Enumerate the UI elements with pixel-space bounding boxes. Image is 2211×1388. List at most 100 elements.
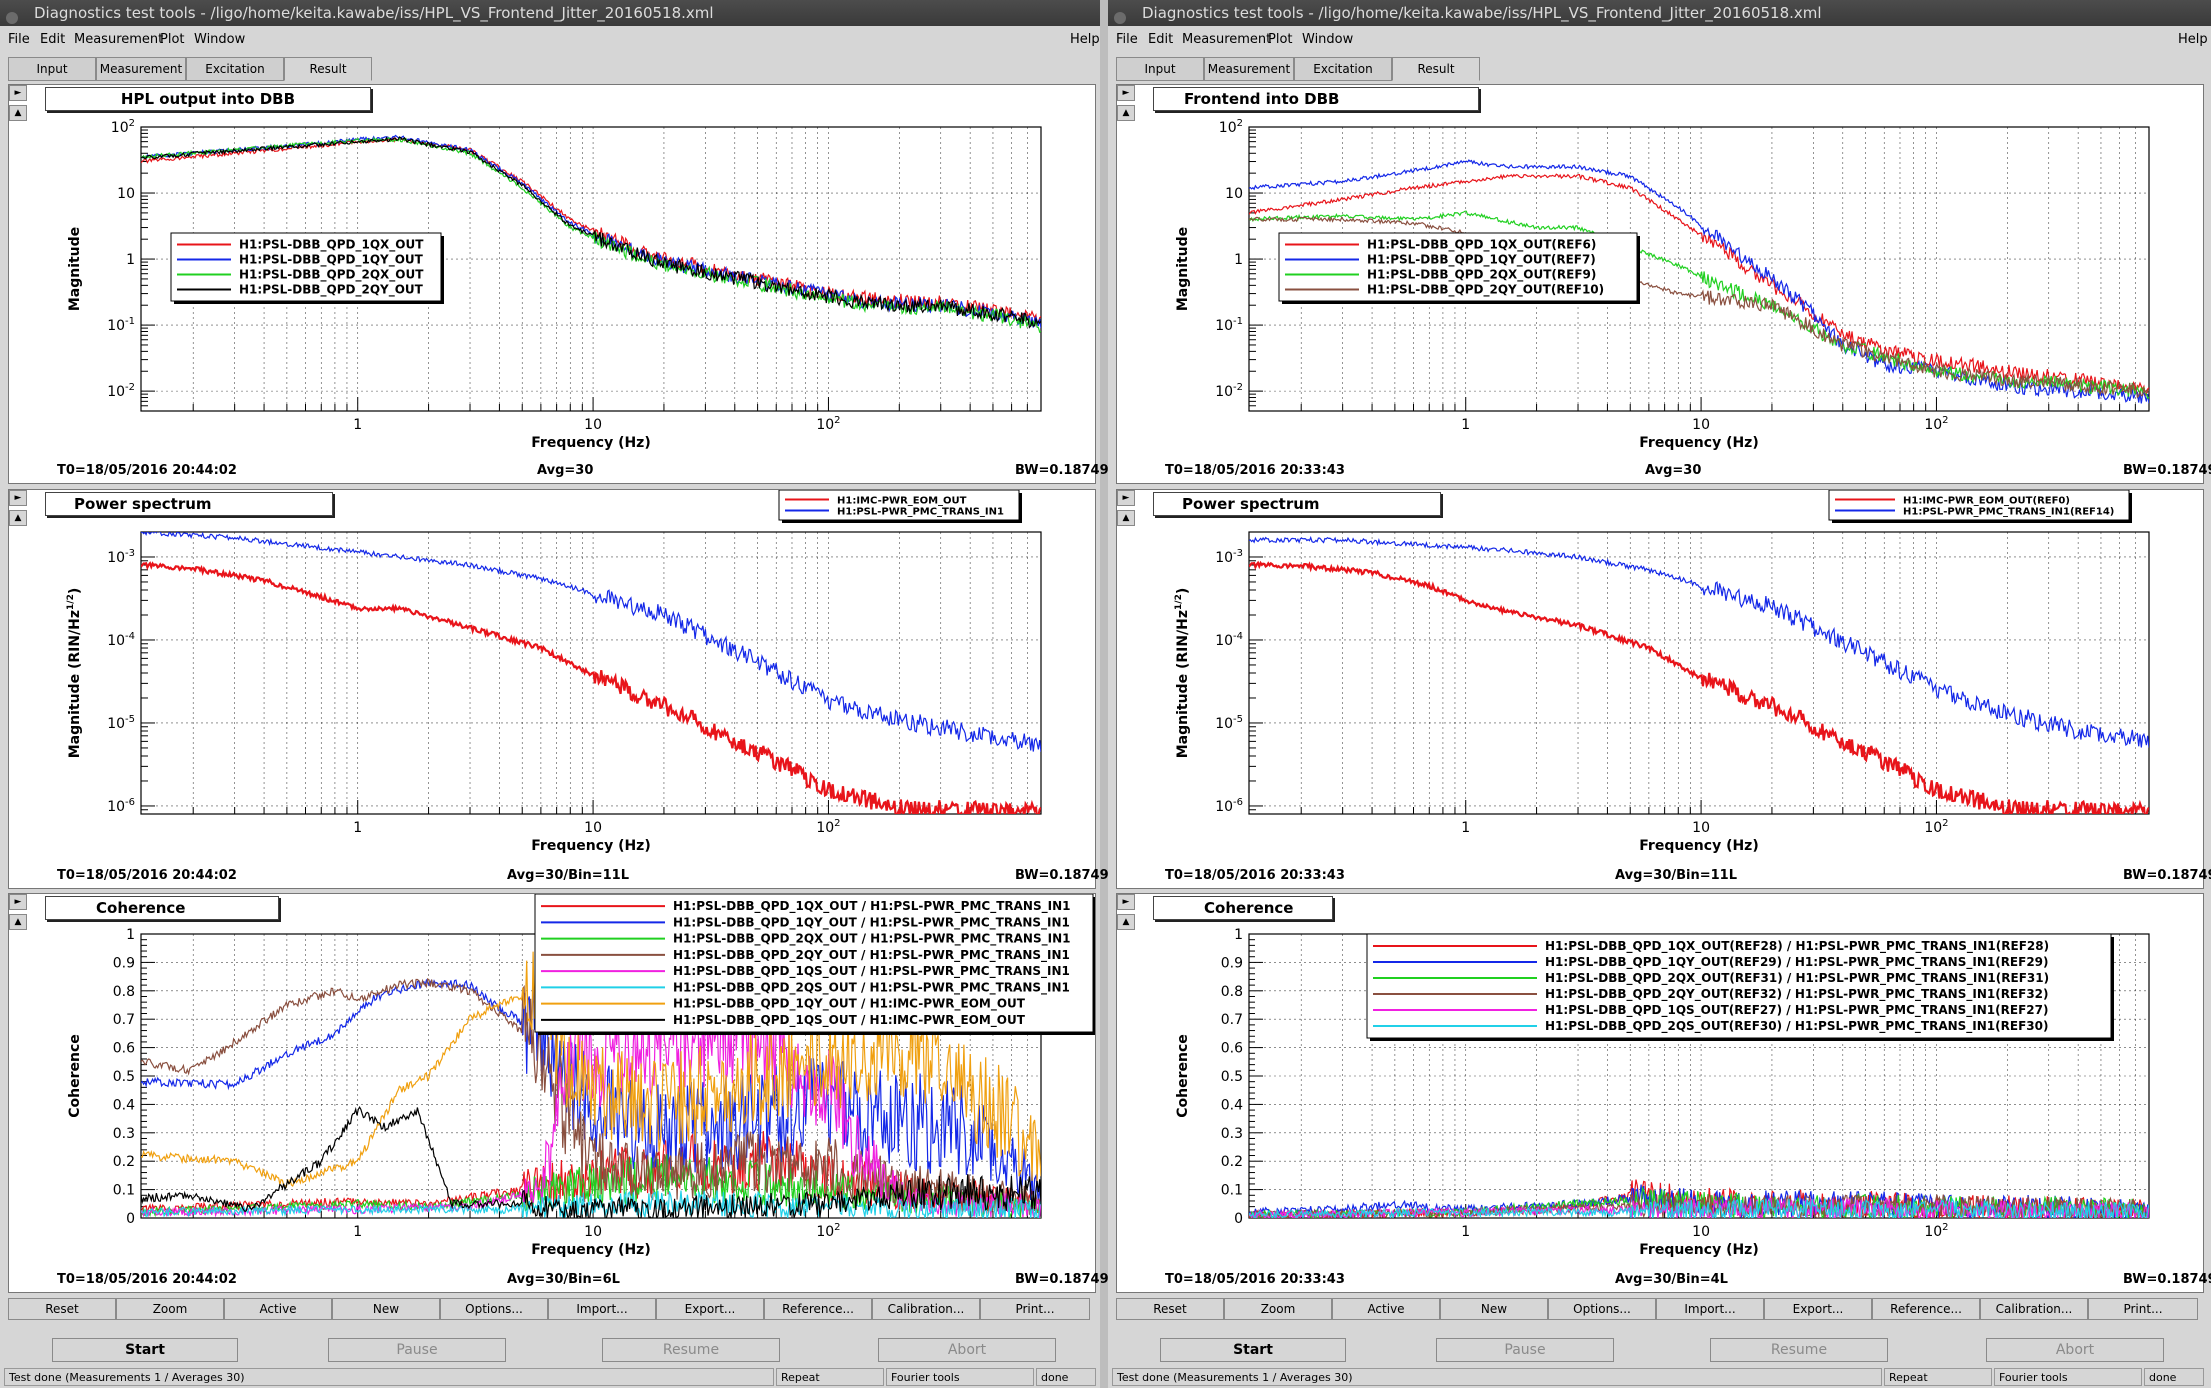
start-button[interactable]: Start	[52, 1338, 238, 1362]
menu-help[interactable]: Help	[1070, 32, 1100, 47]
new-button[interactable]: New	[1440, 1298, 1548, 1320]
pane-collapse-icon[interactable]: ▲	[1117, 105, 1135, 121]
menu-measurement[interactable]: Measurement	[74, 32, 164, 47]
tab-result[interactable]: Result	[284, 57, 372, 81]
plot-toolbar: Reset Zoom Active New Options... Import.…	[8, 1298, 1094, 1320]
menu-measurement[interactable]: Measurement	[1182, 32, 1272, 47]
menu-file[interactable]: File	[8, 32, 30, 47]
tab-measurement[interactable]: Measurement	[1204, 57, 1294, 81]
menu-plot[interactable]: Plot	[160, 32, 185, 47]
legend-box	[1366, 933, 2112, 1039]
export-button[interactable]: Export...	[656, 1298, 764, 1320]
tab-input[interactable]: Input	[1116, 57, 1204, 81]
t0-label: T0=18/05/2016 20:33:43	[1165, 868, 1345, 883]
abort-button[interactable]: Abort	[878, 1338, 1056, 1362]
tab-measurement[interactable]: Measurement	[96, 57, 186, 81]
pane-collapse-icon[interactable]: ▲	[1117, 510, 1135, 526]
avg-label: Avg=30/Bin=6L	[507, 1272, 620, 1287]
menu-window[interactable]: Window	[1302, 32, 1354, 47]
export-button[interactable]: Export...	[1764, 1298, 1872, 1320]
menu-window[interactable]: Window	[194, 32, 246, 47]
zoom-button[interactable]: Zoom	[116, 1298, 224, 1320]
zoom-button[interactable]: Zoom	[1224, 1298, 1332, 1320]
legend-box	[534, 894, 1094, 1033]
reset-button[interactable]: Reset	[8, 1298, 116, 1320]
resume-button[interactable]: Resume	[602, 1338, 780, 1362]
pause-button[interactable]: Pause	[328, 1338, 506, 1362]
pane-expand-icon[interactable]: ►	[1117, 894, 1135, 910]
series-line	[141, 532, 1041, 752]
pane-expand-icon[interactable]: ►	[9, 85, 27, 101]
pane-collapse-icon[interactable]: ▲	[9, 105, 27, 121]
series-line	[141, 1190, 1041, 1218]
x-tick-label: 1	[353, 417, 362, 433]
menu-plot[interactable]: Plot	[1268, 32, 1293, 47]
status-done: done	[1036, 1368, 1096, 1386]
close-icon[interactable]	[6, 12, 18, 24]
import-button[interactable]: Import...	[548, 1298, 656, 1320]
tab-excitation[interactable]: Excitation	[186, 57, 284, 81]
options-button[interactable]: Options...	[1548, 1298, 1656, 1320]
menu-file[interactable]: File	[1116, 32, 1138, 47]
window-titlebar[interactable]: Diagnostics test tools - /ligo/home/keit…	[1108, 0, 2211, 26]
y-tick-label: 0.3	[1221, 1126, 1243, 1142]
menu-help[interactable]: Help	[2178, 32, 2208, 47]
x-tick-label: 102	[816, 415, 840, 433]
y-tick-label: 0.4	[1221, 1097, 1243, 1113]
y-axis-label: Magnitude (RIN/Hz1/2)	[1174, 588, 1191, 759]
pane-collapse-icon[interactable]: ▲	[9, 510, 27, 526]
resume-button[interactable]: Resume	[1710, 1338, 1888, 1362]
pause-button[interactable]: Pause	[1436, 1338, 1614, 1362]
menu-edit[interactable]: Edit	[40, 32, 66, 47]
tab-result[interactable]: Result	[1392, 57, 1480, 81]
plot-toolbar: Reset Zoom Active New Options... Import.…	[1116, 1298, 2202, 1320]
legend-entry: H1:PSL-DBB_QPD_2QS_OUT(REF30) / H1:PSL-P…	[1545, 1019, 2048, 1034]
t0-label: T0=18/05/2016 20:44:02	[57, 1272, 237, 1287]
y-tick-label: 102	[111, 118, 135, 136]
reference-button[interactable]: Reference...	[1872, 1298, 1980, 1320]
power-spectrum-chart[interactable]: 1 10 102 10-6 10-5 10-4 10-3 Frequency (Hz) Magn…	[9, 490, 1095, 888]
legend-entry: H1:PSL-DBB_QPD_1QX_OUT(REF28) / H1:PSL-P…	[1545, 939, 2049, 954]
new-button[interactable]: New	[332, 1298, 440, 1320]
start-button[interactable]: Start	[1160, 1338, 1346, 1362]
pane-collapse-icon[interactable]: ▲	[9, 914, 27, 930]
coherence-chart[interactable]: 1 10 102 0 0.1 0.2 0.3 0.4 0.5 0.6 0.7 0.8 0.9 1 Frequ…	[9, 894, 1095, 1292]
active-button[interactable]: Active	[1332, 1298, 1440, 1320]
reference-button[interactable]: Reference...	[764, 1298, 872, 1320]
x-axis-label: Frequency (Hz)	[1639, 1242, 1758, 1258]
print-button[interactable]: Print...	[2088, 1298, 2198, 1320]
y-tick-label: 0.8	[113, 984, 135, 1000]
y-tick-label: 0.7	[1221, 1012, 1243, 1028]
legend-entry: H1:PSL-DBB_QPD_2QY_OUT(REF10)	[1367, 283, 1604, 298]
active-button[interactable]: Active	[224, 1298, 332, 1320]
options-button[interactable]: Options...	[440, 1298, 548, 1320]
pane-expand-icon[interactable]: ►	[9, 894, 27, 910]
menu-edit[interactable]: Edit	[1148, 32, 1174, 47]
x-tick-label: 10	[584, 1224, 602, 1240]
pane-collapse-icon[interactable]: ▲	[1117, 914, 1135, 930]
y-tick-label: 0	[1234, 1211, 1243, 1227]
tab-excitation[interactable]: Excitation	[1294, 57, 1392, 81]
coherence-chart[interactable]: 1 10 102 0 0.1 0.2 0.3 0.4 0.5 0.6 0.7 0.8 0.9 1 Frequ…	[1117, 894, 2203, 1292]
window-controls[interactable]	[1114, 6, 1128, 32]
magnitude-chart[interactable]: 1 10 102 10-2 10-1 1 10 102 Frequency (Hz) Magnit…	[9, 85, 1095, 483]
window-controls[interactable]	[6, 6, 20, 32]
y-tick-label: 0.2	[113, 1154, 135, 1170]
power-spectrum-chart[interactable]: 1 10 102 10-6 10-5 10-4 10-3 Frequency (Hz) Magn…	[1117, 490, 2203, 888]
calibration-button[interactable]: Calibration...	[1980, 1298, 2088, 1320]
tab-input[interactable]: Input	[8, 57, 96, 81]
pane-expand-icon[interactable]: ►	[1117, 490, 1135, 506]
import-button[interactable]: Import...	[1656, 1298, 1764, 1320]
close-icon[interactable]	[1114, 12, 1126, 24]
avg-label: Avg=30/Bin=4L	[1615, 1272, 1728, 1287]
reset-button[interactable]: Reset	[1116, 1298, 1224, 1320]
window-titlebar[interactable]: Diagnostics test tools - /ligo/home/keit…	[0, 0, 1100, 26]
pane-expand-icon[interactable]: ►	[1117, 85, 1135, 101]
print-button[interactable]: Print...	[980, 1298, 1090, 1320]
x-tick-label: 102	[816, 1222, 840, 1240]
pane-expand-icon[interactable]: ►	[9, 490, 27, 506]
x-tick-label: 102	[1924, 1222, 1948, 1240]
calibration-button[interactable]: Calibration...	[872, 1298, 980, 1320]
abort-button[interactable]: Abort	[1986, 1338, 2164, 1362]
magnitude-chart[interactable]: 1 10 102 10-2 10-1 1 10 102 Frequency (Hz) Magnit…	[1117, 85, 2203, 483]
